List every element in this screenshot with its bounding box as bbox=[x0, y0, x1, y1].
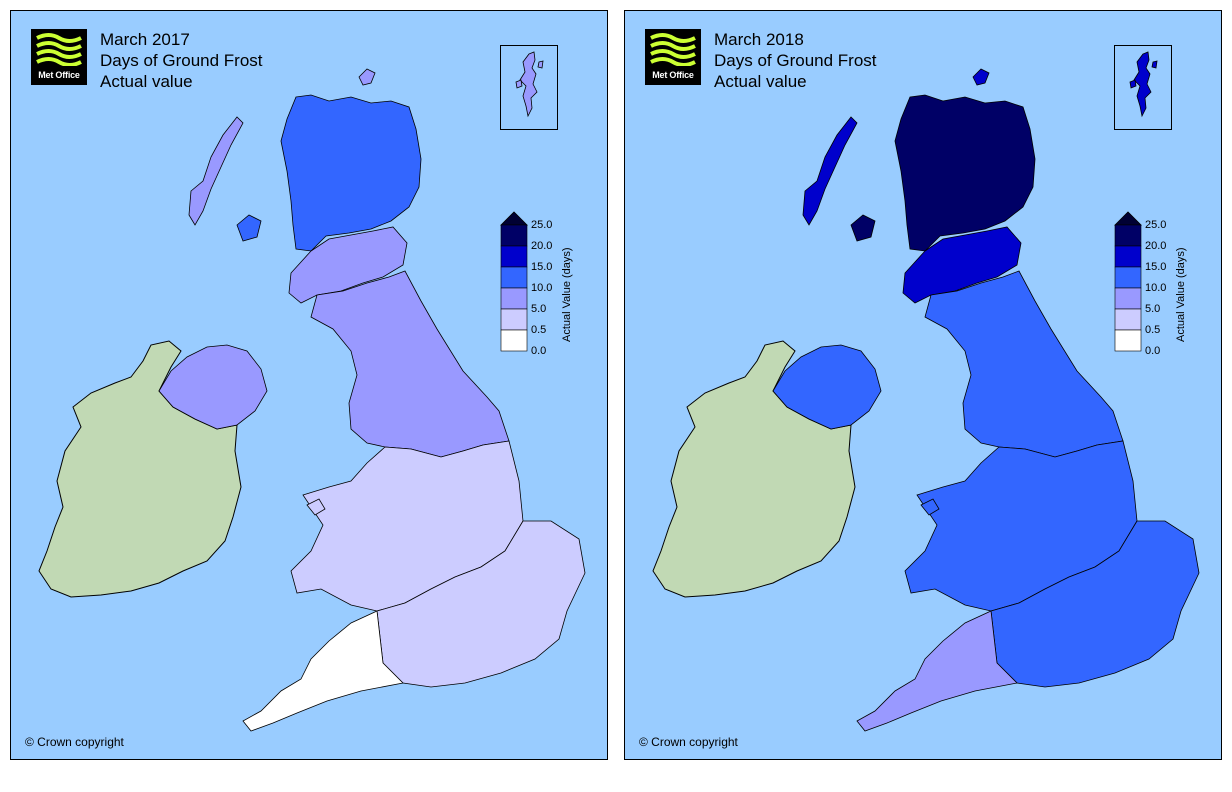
anglesey bbox=[920, 498, 940, 516]
copyright-notice: © Crown copyright bbox=[25, 735, 124, 749]
legend-tick: 5.0 bbox=[531, 303, 547, 315]
legend-swatch bbox=[1114, 329, 1142, 352]
title-variable: Days of Ground Frost bbox=[100, 51, 263, 70]
map-panel-march-2018: Met Office March 2018 Days of Ground Fro… bbox=[624, 10, 1222, 760]
legend-colourbar bbox=[1114, 211, 1142, 352]
skye bbox=[236, 214, 262, 242]
region-southwest bbox=[856, 610, 1018, 732]
region-scotland-south bbox=[288, 226, 408, 304]
met-office-logo: Met Office bbox=[645, 29, 701, 85]
anglesey bbox=[306, 498, 326, 516]
legend-swatch bbox=[1114, 224, 1142, 247]
logo-text: Met Office bbox=[652, 70, 694, 80]
shetland-inset bbox=[500, 45, 558, 130]
western-isles bbox=[188, 116, 244, 226]
title-type: Actual value bbox=[100, 72, 193, 91]
region-south-england bbox=[376, 520, 586, 688]
legend-tick: 10.0 bbox=[531, 282, 553, 294]
legend-swatch bbox=[500, 329, 528, 352]
republic-of-ireland bbox=[38, 340, 242, 598]
legend-swatch bbox=[1114, 245, 1142, 268]
legend-tick: 0.5 bbox=[531, 324, 547, 336]
orkney bbox=[358, 68, 376, 86]
legend-tick: 20.0 bbox=[531, 240, 553, 252]
legend-extend-arrow bbox=[1114, 211, 1142, 226]
met-office-logo: Met Office bbox=[31, 29, 87, 85]
region-scotland-south bbox=[902, 226, 1022, 304]
legend-tick: 0.0 bbox=[531, 345, 547, 357]
colour-legend: 25.0 20.0 15.0 10.0 5.0 0.5 0.0 Actual V… bbox=[1113, 204, 1193, 364]
legend-axis-title: Actual Value (days) bbox=[1175, 247, 1187, 342]
colour-legend: 25.0 20.0 15.0 10.0 5.0 0.5 0.0 Actual V… bbox=[499, 204, 579, 364]
legend-colourbar bbox=[500, 211, 528, 352]
legend-swatch bbox=[500, 287, 528, 310]
region-northern-ireland bbox=[158, 344, 268, 430]
orkney bbox=[972, 68, 990, 86]
uk-map bbox=[11, 11, 607, 759]
legend-swatch bbox=[500, 245, 528, 268]
legend-axis-title: Actual Value (days) bbox=[561, 247, 573, 342]
region-southwest bbox=[242, 610, 404, 732]
logo-text: Met Office bbox=[38, 70, 80, 80]
legend-swatch bbox=[500, 224, 528, 247]
copyright-notice: © Crown copyright bbox=[639, 735, 738, 749]
title-variable: Days of Ground Frost bbox=[714, 51, 877, 70]
legend-extend-arrow bbox=[500, 211, 528, 226]
skye bbox=[850, 214, 876, 242]
legend-tick: 10.0 bbox=[1145, 282, 1167, 294]
title-period: March 2018 bbox=[714, 30, 804, 49]
legend-swatch bbox=[1114, 266, 1142, 289]
legend-tick: 25.0 bbox=[531, 219, 553, 231]
western-isles bbox=[802, 116, 858, 226]
republic-of-ireland bbox=[652, 340, 856, 598]
region-south-england bbox=[990, 520, 1200, 688]
uk-map bbox=[625, 11, 1221, 759]
region-northern-ireland bbox=[772, 344, 882, 430]
legend-tick: 0.5 bbox=[1145, 324, 1161, 336]
legend-swatch bbox=[500, 266, 528, 289]
shetland-inset bbox=[1114, 45, 1172, 130]
legend-swatch bbox=[1114, 287, 1142, 310]
legend-tick: 20.0 bbox=[1145, 240, 1167, 252]
legend-tick: 0.0 bbox=[1145, 345, 1161, 357]
region-scotland-north bbox=[894, 94, 1036, 252]
legend-swatch bbox=[500, 308, 528, 331]
map-title: March 2018 Days of Ground Frost Actual v… bbox=[714, 29, 877, 92]
legend-tick: 15.0 bbox=[1145, 261, 1167, 273]
legend-tick: 5.0 bbox=[1145, 303, 1161, 315]
region-scotland-north bbox=[280, 94, 422, 252]
title-period: March 2017 bbox=[100, 30, 190, 49]
title-type: Actual value bbox=[714, 72, 807, 91]
legend-tick: 15.0 bbox=[531, 261, 553, 273]
legend-tick: 25.0 bbox=[1145, 219, 1167, 231]
legend-swatch bbox=[1114, 308, 1142, 331]
map-panel-march-2017: Met Office March 2017 Days of Ground Fro… bbox=[10, 10, 608, 760]
map-title: March 2017 Days of Ground Frost Actual v… bbox=[100, 29, 263, 92]
